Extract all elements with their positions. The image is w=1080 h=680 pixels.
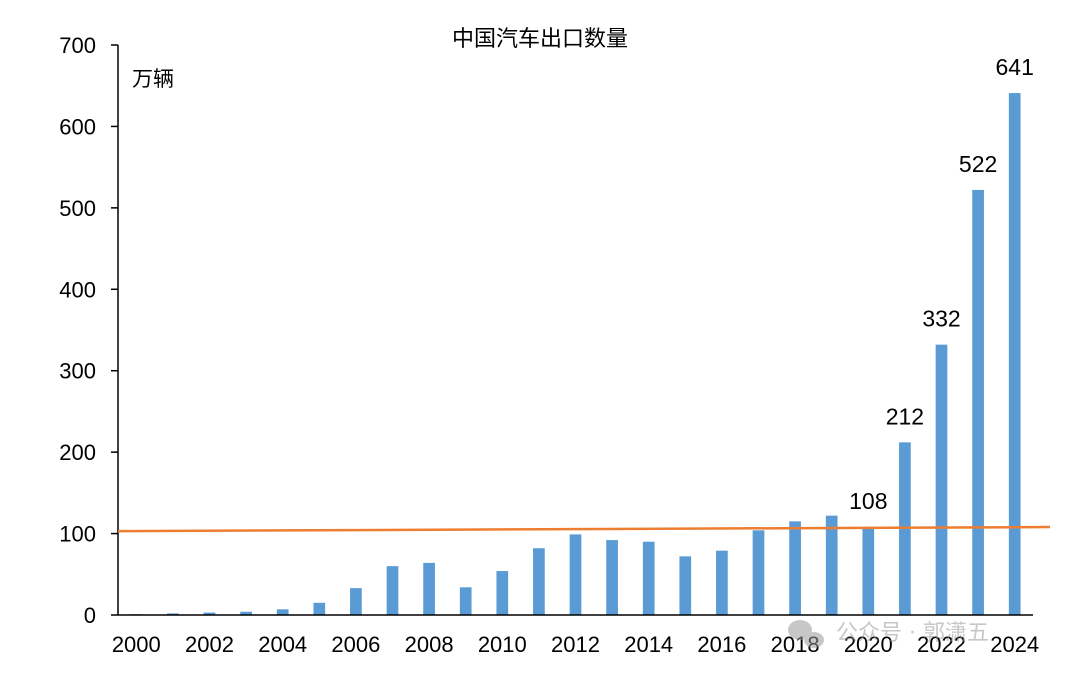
bar-2012 bbox=[569, 534, 582, 615]
x-axis: 2000 2002 2004 2006 2008 2010 2012 2014 2016 2018… bbox=[112, 614, 1039, 657]
y-tick-label: 400 bbox=[59, 277, 96, 302]
x-tick-label: 2000 bbox=[112, 632, 161, 657]
data-label-2020: 108 bbox=[849, 488, 887, 514]
bar-2018 bbox=[789, 521, 801, 615]
data-label-2022: 332 bbox=[922, 306, 960, 332]
bar-2016 bbox=[716, 550, 728, 615]
bar-2013 bbox=[606, 540, 618, 615]
bar-2019 bbox=[825, 515, 838, 615]
bar-2011 bbox=[533, 548, 545, 615]
x-tick-label: 2022 bbox=[917, 632, 966, 657]
bar-2001 bbox=[167, 613, 179, 615]
bar-2010 bbox=[496, 571, 509, 615]
x-tick-label: 2012 bbox=[551, 632, 600, 657]
x-tick-label: 2020 bbox=[844, 632, 893, 657]
reference-line bbox=[117, 525, 1051, 533]
bar-2023 bbox=[972, 189, 984, 615]
bar-2002 bbox=[203, 612, 216, 615]
x-tick-label: 2006 bbox=[331, 632, 380, 657]
x-tick-label: 2002 bbox=[185, 632, 234, 657]
watermark-text: 公众号 · 郭潇五 bbox=[836, 621, 989, 646]
wechat-icon bbox=[788, 620, 824, 648]
bar-2014 bbox=[642, 541, 655, 615]
x-tick-label: 2004 bbox=[258, 632, 307, 657]
bar-2009 bbox=[459, 587, 472, 615]
bars bbox=[130, 93, 1021, 616]
x-tick-label: 2014 bbox=[624, 632, 673, 657]
y-unit-label: 万辆 bbox=[132, 67, 174, 91]
data-label-2021: 212 bbox=[886, 403, 924, 429]
y-axis: 0 100 200 300 400 500 600 700 bbox=[59, 33, 119, 628]
bar-2015 bbox=[679, 556, 692, 615]
bar-2003 bbox=[240, 611, 252, 615]
y-tick-label: 600 bbox=[59, 114, 96, 139]
data-label-2024: 641 bbox=[996, 54, 1034, 80]
y-tick-label: 100 bbox=[59, 522, 96, 547]
y-tick-label: 200 bbox=[59, 440, 96, 465]
bar-2017 bbox=[752, 530, 765, 615]
bar-2008 bbox=[423, 562, 435, 615]
bar-2006 bbox=[350, 588, 362, 615]
bar-2005 bbox=[313, 602, 326, 615]
bar-2022 bbox=[935, 344, 948, 615]
y-tick-label: 500 bbox=[59, 196, 96, 221]
bar-2007 bbox=[386, 566, 399, 615]
bar-2020 bbox=[862, 527, 875, 615]
y-tick-label: 700 bbox=[59, 33, 96, 58]
data-labels: 108 212 332 522 641 bbox=[849, 54, 1034, 514]
bar-2004 bbox=[276, 609, 289, 615]
x-tick-label: 2024 bbox=[990, 632, 1039, 657]
y-tick-label: 300 bbox=[59, 359, 96, 384]
data-label-2023: 522 bbox=[959, 151, 997, 177]
watermark: 公众号 · 郭潇五 bbox=[788, 620, 989, 648]
x-tick-label: 2010 bbox=[478, 632, 527, 657]
chart-title: 中国汽车出口数量 bbox=[452, 27, 628, 52]
y-tick-label: 0 bbox=[84, 603, 96, 628]
bar-2024 bbox=[1008, 93, 1021, 616]
x-tick-label: 2016 bbox=[697, 632, 746, 657]
x-tick-label: 2008 bbox=[405, 632, 454, 657]
reference-line-group bbox=[117, 525, 1051, 533]
